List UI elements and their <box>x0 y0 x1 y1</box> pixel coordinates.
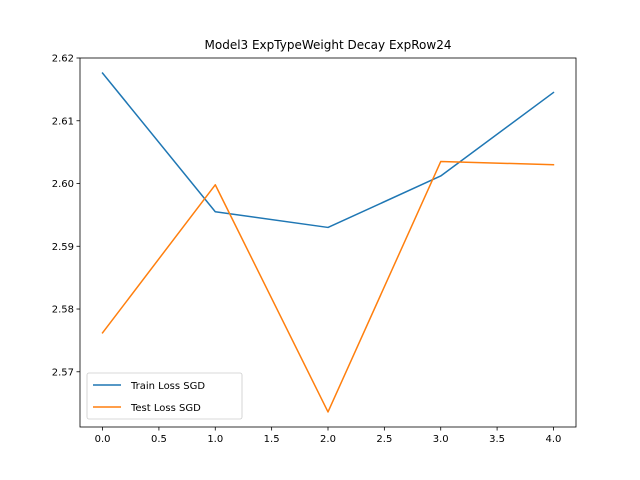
axes-layer: 0.0 0.5 1.0 1.5 2.0 2.5 3.0 3.5 4.0 2.57 2.58 2.59 2… <box>52 54 577 445</box>
y-tick-label: 2.62 <box>52 54 74 65</box>
legend-label-1: Train Loss SGD <box>130 381 205 392</box>
legend-frame <box>86 372 243 420</box>
y-tick-label: 2.60 <box>52 179 74 190</box>
x-tick-label: 2.5 <box>376 434 392 445</box>
x-tick-label: 3.0 <box>433 434 449 445</box>
chart-title: Model3 ExpTypeWeight Decay ExpRow24 <box>205 38 452 52</box>
y-tick-label: 2.58 <box>52 305 74 316</box>
legend-label-2: Test Loss SGD <box>130 403 201 414</box>
series-layer <box>101 72 555 413</box>
x-tick-label: 2.0 <box>320 434 336 445</box>
y-tick-label: 2.57 <box>52 367 74 378</box>
x-tick-label: 4.0 <box>546 434 562 445</box>
legend: Train Loss SGD Test Loss SGD <box>86 372 243 420</box>
x-tick-label: 0.0 <box>95 434 111 445</box>
y-tick-label: 2.61 <box>52 116 74 127</box>
x-tick-label: 0.5 <box>151 434 167 445</box>
y-tick-label: 2.59 <box>52 242 74 253</box>
x-tick-label: 1.0 <box>207 434 223 445</box>
series-line-1 <box>101 72 555 229</box>
series-line-2 <box>101 160 555 413</box>
x-tick-label: 1.5 <box>264 434 280 445</box>
x-tick-label: 3.5 <box>489 434 505 445</box>
